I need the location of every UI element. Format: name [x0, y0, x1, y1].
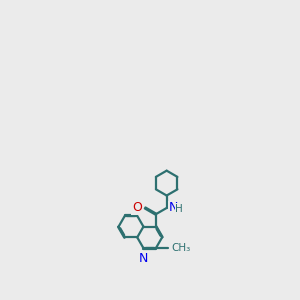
Text: O: O [132, 202, 142, 214]
Text: N: N [168, 202, 178, 214]
Text: N: N [139, 252, 148, 265]
Text: CH₃: CH₃ [171, 243, 190, 253]
Text: H: H [176, 204, 183, 214]
